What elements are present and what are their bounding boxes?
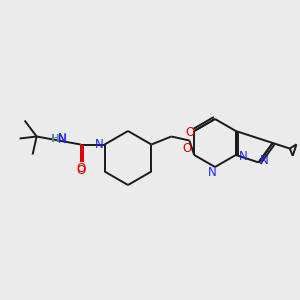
Text: N: N [238,151,247,164]
Text: N: N [95,138,104,151]
Text: O: O [76,164,85,177]
Text: H: H [52,134,59,143]
Text: N: N [58,132,67,145]
Text: O: O [76,162,85,175]
Text: H: H [51,134,58,145]
Text: N: N [260,154,269,167]
Text: N: N [208,166,216,178]
Text: O: O [183,142,192,155]
Text: N: N [58,133,67,146]
Text: O: O [186,126,195,139]
